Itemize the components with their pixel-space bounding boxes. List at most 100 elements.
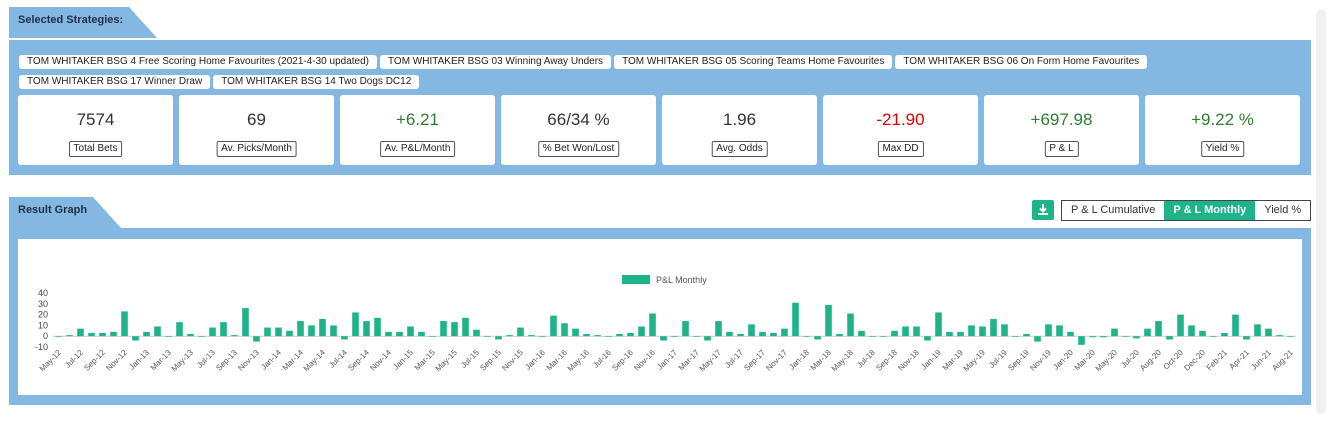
strategy-chip: TOM WHITAKER BSG 14 Two Dogs DC12 <box>213 75 420 89</box>
bar <box>1199 330 1206 337</box>
x-tick-label: Sep-15 <box>478 348 503 373</box>
bar <box>275 327 282 337</box>
bar <box>638 326 645 337</box>
x-tick-label: Dec-20 <box>1182 348 1207 373</box>
bar <box>1034 336 1041 342</box>
y-tick-label: -10 <box>35 342 48 352</box>
page-scrollbar[interactable] <box>1316 9 1326 414</box>
bar <box>1166 336 1173 340</box>
bar <box>847 313 854 337</box>
x-tick-label: Mar-15 <box>413 348 438 373</box>
graph-panel: P&L Monthly -10 0 10 20 30 40 May-12 Jul-12 Sep-1… <box>9 228 1311 405</box>
x-tick-label: Jan-18 <box>787 348 811 372</box>
bar <box>220 322 227 337</box>
bar <box>1078 336 1085 345</box>
toggle-yield[interactable]: Yield % <box>1255 201 1311 220</box>
stat-card: 1.96 Avg. Odds <box>662 95 817 165</box>
stat-card: 66/34 % % Bet Won/Lost <box>501 95 656 165</box>
stat-label: Avg. Odds <box>711 141 768 157</box>
strategy-chip: TOM WHITAKER BSG 06 On Form Home Favouri… <box>895 55 1148 69</box>
y-tick-label: 0 <box>43 331 48 341</box>
bar <box>1287 336 1294 337</box>
x-tick-label: Mar-16 <box>545 348 570 373</box>
x-tick-label: Oct-20 <box>1162 348 1186 372</box>
strategy-chip: TOM WHITAKER BSG 03 Winning Away Unders <box>379 55 612 69</box>
bar <box>440 321 447 337</box>
bar <box>55 336 62 337</box>
bar <box>1265 328 1272 337</box>
bar <box>682 321 689 337</box>
bar <box>1122 336 1129 337</box>
bar <box>231 335 238 337</box>
bar <box>979 326 986 337</box>
bar <box>561 323 568 337</box>
chart-container: P&L Monthly -10 0 10 20 30 40 May-12 Jul-12 Sep-1… <box>18 239 1302 395</box>
bar <box>1056 325 1063 337</box>
x-tick-label: Jan-16 <box>523 348 547 372</box>
bar <box>616 334 623 337</box>
tab-shape <box>9 7 157 38</box>
x-tick-label: Jan-20 <box>1051 348 1075 372</box>
stat-label: Yield % <box>1200 141 1245 157</box>
bar <box>1276 335 1283 337</box>
bar <box>462 317 469 337</box>
x-tick-label: May-16 <box>566 348 592 374</box>
x-tick-label: Aug-20 <box>1138 348 1163 373</box>
bar <box>77 328 84 337</box>
stat-label: % Bet Won/Lost <box>537 141 620 157</box>
bar <box>1111 328 1118 337</box>
bar <box>242 308 249 337</box>
download-button[interactable] <box>1032 200 1054 220</box>
download-icon <box>1038 204 1048 215</box>
bar <box>121 311 128 337</box>
stat-value: -21.90 <box>876 110 925 129</box>
x-tick-label: Nov-14 <box>368 348 393 373</box>
bar <box>990 318 997 337</box>
bar <box>803 336 810 337</box>
legend-swatch <box>622 275 650 284</box>
bar <box>209 327 216 337</box>
bar <box>627 332 634 337</box>
stat-label: Max DD <box>877 141 924 157</box>
x-tick-label: Sep-19 <box>1006 348 1031 373</box>
stat-label: Av. Picks/Month <box>216 141 297 157</box>
x-tick-label: Mar-17 <box>677 348 702 373</box>
bar <box>946 331 953 337</box>
bar <box>1001 324 1008 337</box>
x-tick-label: Mar-20 <box>1073 348 1098 373</box>
bar <box>1045 324 1052 337</box>
bar <box>484 336 491 337</box>
bar <box>968 325 975 337</box>
bar <box>902 326 909 337</box>
x-tick-label: Mar-19 <box>941 348 966 373</box>
legend-label: P&L Monthly <box>656 275 707 285</box>
x-tick-label: Nov-19 <box>1028 348 1053 373</box>
bar <box>176 322 183 337</box>
x-tick-label: Jan-14 <box>259 348 283 372</box>
stat-card: 7574 Total Bets <box>18 95 173 165</box>
bar <box>1188 325 1195 337</box>
x-tick-label: Nov-17 <box>764 348 789 373</box>
tab-shape <box>9 197 121 228</box>
bar <box>825 304 832 337</box>
y-tick-label: 40 <box>38 288 48 298</box>
x-tick-label: May-19 <box>962 348 988 374</box>
x-tick-label: May-18 <box>830 348 856 374</box>
bar <box>539 336 546 337</box>
bar <box>1089 336 1096 338</box>
bar <box>649 313 656 337</box>
stat-card: -21.90 Max DD <box>823 95 978 165</box>
bar <box>286 330 293 337</box>
bar <box>693 336 700 337</box>
x-tick-label: Jan-19 <box>919 348 943 372</box>
stat-card: +6.21 Av. P&L/Month <box>340 95 495 165</box>
bar <box>1023 334 1030 337</box>
x-tick-label: Sep-12 <box>82 348 107 373</box>
toggle-p-l-cumulative[interactable]: P & L Cumulative <box>1062 201 1165 220</box>
x-tick-label: Sep-14 <box>346 348 371 373</box>
bar <box>363 321 370 337</box>
bar <box>143 331 150 337</box>
bar <box>495 336 502 340</box>
toggle-p-l-monthly[interactable]: P & L Monthly <box>1164 201 1256 220</box>
